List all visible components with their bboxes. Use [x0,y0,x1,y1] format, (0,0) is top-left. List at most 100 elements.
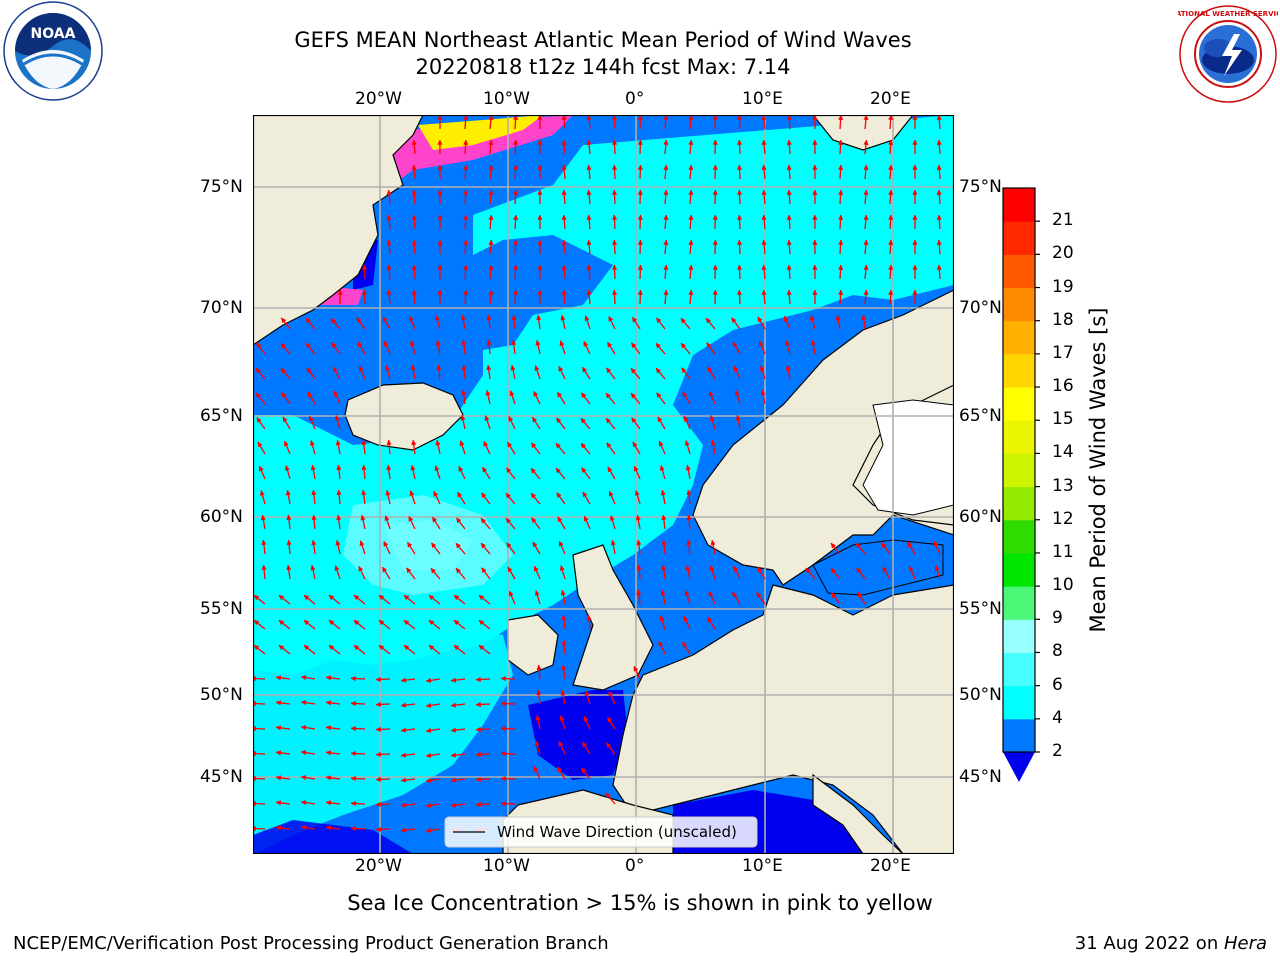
wind-wave-arrow-head [478,619,485,626]
wind-wave-arrow-head [280,367,287,374]
wind-wave-arrow-head [425,727,432,733]
lon-label-top-10e: 10°E [742,89,783,109]
wind-wave-arrow-head [309,415,314,422]
wind-wave-arrow-head [361,289,368,295]
lat-label-right-65n: 65°N [959,406,1002,426]
wind-wave-arrow-head [838,239,844,245]
sea-ice-caption: Sea Ice Concentration > 15% is shown in … [347,891,933,915]
wind-wave-arrow-head [888,289,894,295]
wind-wave-arrow-head [259,465,264,472]
wind-wave-arrow-head [488,214,494,221]
period-field-deepblue-sw [253,820,413,854]
wind-wave-arrow-head [463,164,469,170]
wind-wave-arrow-head [912,164,918,170]
wind-wave-arrow-head [636,539,642,546]
baltic-sea [812,539,944,596]
wind-wave-arrow-head [561,239,567,245]
wind-wave-arrow-head [350,751,356,757]
wind-wave-arrow-head [586,115,592,121]
wind-wave-arrow-head [385,489,391,496]
wind-wave-arrow-head [437,264,443,270]
wind-wave-arrow-head [581,767,587,774]
wind-wave-arrow-head [275,750,282,756]
wind-wave-arrow-head [456,517,462,524]
wind-wave-arrow-head [488,239,494,246]
wind-wave-arrow-head [455,542,462,549]
wind-wave-arrow-head [936,189,942,195]
wind-wave-arrow-head [486,314,492,321]
wind-wave-arrow-head [335,539,341,546]
wind-wave-arrow-head [286,514,292,521]
wind-wave-arrow-head [606,442,612,449]
wind-wave-arrow-head [612,264,618,270]
lon-label-bottom-10w: 10°W [483,856,530,876]
wind-wave-arrow-head [536,314,542,321]
wind-wave-arrow-head [533,765,539,772]
wind-wave-arrow-head [855,542,862,549]
wind-wave-arrow-head [912,189,918,195]
wind-wave-arrow-head [888,239,894,245]
land-svalbard [812,115,914,151]
wind-wave-arrow-head [275,825,282,831]
wind-wave-arrow-head [557,391,563,398]
wind-wave-arrow-head [712,289,718,295]
wind-wave-arrow-head [561,139,567,145]
wind-wave-arrow-head [612,214,618,220]
wind-wave-arrow-head [506,467,512,474]
wind-wave-arrow-head [332,366,338,373]
wind-wave-arrow-head [506,542,512,549]
wind-wave-arrow-head [708,390,714,397]
nws-logo-text: NATIONAL WEATHER SERVICE [1178,10,1278,18]
wind-wave-arrow-head [475,776,481,783]
wind-wave-arrow-head [255,367,262,374]
wind-wave-arrow-head [757,566,763,573]
wind-wave-arrow-head [488,164,494,171]
wind-wave-arrow-head [888,189,894,195]
wind-wave-arrow-head [756,592,762,599]
wind-wave-arrow-head [461,389,467,396]
lat-label-left-50n: 50°N [200,685,243,705]
lat-label-right-50n: 50°N [959,685,1002,705]
wind-wave-arrow-head [761,289,767,296]
wind-wave-arrow-head [659,465,665,471]
colorbar-tick-label: 8 [1052,641,1063,662]
wind-wave-arrow-head [655,342,662,349]
wind-wave-arrow-head [534,740,540,747]
wind-wave-arrow-head [786,139,792,145]
wind-wave-arrow-head [425,702,432,708]
wind-wave-arrow-head [278,594,285,601]
wind-wave-arrow-head [783,315,789,322]
wind-wave-arrow-head [555,442,562,449]
land-britain [572,544,654,691]
wind-wave-arrow-head [428,594,435,601]
wind-wave-arrow-head [431,542,437,549]
colorbar-tick-labels: 2 4 6 8 9 10 11 12 13 14 15 16 17 18 19 20 21 [1052,185,1092,785]
wind-wave-arrow-head [635,514,641,521]
wind-wave-arrow-head [612,164,618,170]
wind-wave-arrow-head [512,289,519,295]
wind-wave-arrow-head [411,239,417,245]
wind-wave-arrow-head [461,339,467,346]
wind-wave-arrow-head [336,464,342,471]
wind-wave-arrow-head [300,775,307,781]
wind-wave-arrow-head [435,439,441,446]
wind-wave-arrow-head [275,700,282,706]
wind-wave-arrow-head [557,766,563,773]
wind-wave-arrow-head [658,440,664,447]
wind-wave-arrow-head [425,777,432,783]
wind-wave-arrow-head [400,702,407,708]
wind-wave-arrow-head [325,675,332,681]
wind-wave-arrow-head [737,289,743,295]
wind-wave-arrow-head [637,189,643,195]
wind-wave-arrow-head [912,115,918,120]
wind-wave-arrow-head [507,441,513,448]
wind-wave-arrow-head [786,214,792,220]
wind-wave-arrow-head [682,641,688,648]
colorbar-tick-label: 13 [1052,475,1074,496]
wind-wave-arrow-head [330,317,337,324]
wind-wave-arrow-head [712,214,718,220]
wind-wave-arrow-head [857,591,863,598]
colorbar-tick-label: 9 [1052,608,1063,629]
wind-wave-arrow-head [305,342,312,349]
colorbar-band [1003,652,1035,687]
